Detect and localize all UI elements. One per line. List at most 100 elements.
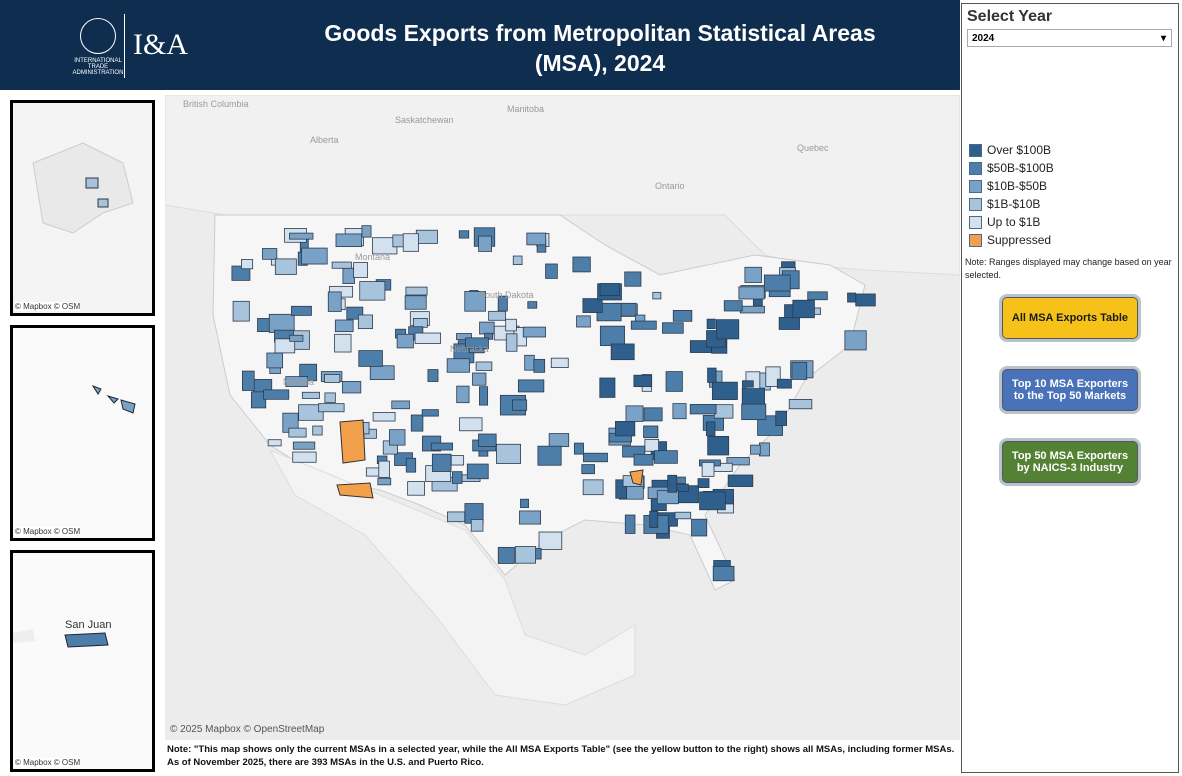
msa-region: [427, 369, 439, 382]
msa-region: [716, 319, 740, 340]
msa-region: [576, 315, 591, 328]
legend-item: $50B-$100B: [969, 159, 1054, 177]
msa-suppressed: [629, 469, 644, 486]
msa-region: [738, 286, 765, 300]
legend-label: $10B-$50B: [987, 179, 1048, 193]
msa-region: [581, 464, 595, 475]
place-label: Nebraska: [450, 344, 489, 354]
msa-region: [712, 565, 735, 582]
legend-swatch: [969, 143, 982, 157]
msa-region: [643, 425, 659, 439]
legend-item: Suppressed: [969, 231, 1054, 249]
puerto-rico-inset: San Juan © Mapbox © OSM: [10, 550, 155, 772]
msa-region: [630, 320, 657, 330]
msa-region: [231, 265, 251, 281]
header: INTERNATIONAL TRADE ADMINISTRATION I&A G…: [0, 0, 960, 90]
msa-region: [512, 255, 523, 266]
msa-region: [548, 433, 570, 448]
msa-region: [582, 452, 608, 463]
year-label: Select Year: [967, 8, 1053, 25]
msa-region: [644, 438, 660, 452]
msa-region: [614, 421, 636, 437]
msa-region: [610, 343, 635, 361]
msa-region: [759, 442, 770, 457]
nav-button[interactable]: Top 50 MSA Exporters by NAICS-3 Industry: [999, 438, 1141, 486]
nav-button[interactable]: All MSA Exports Table: [999, 294, 1141, 342]
msa-region: [431, 453, 452, 472]
msa-region: [361, 225, 372, 238]
msa-region: [672, 403, 687, 420]
legend-note: Note: Ranges displayed may change based …: [965, 257, 1172, 280]
nav-button[interactable]: Top 10 MSA Exporters to the Top 50 Marke…: [999, 366, 1141, 414]
msa-region: [389, 429, 406, 446]
legend-swatch: [969, 179, 982, 193]
msa-region: [705, 421, 716, 436]
msa-region: [274, 258, 297, 275]
legend: Over $100B $50B-$100B $10B-$50B $1B-$10B Up …: [969, 141, 1054, 249]
msa-region: [505, 333, 518, 352]
msa-region: [739, 305, 765, 314]
year-dropdown[interactable]: 2024: [967, 29, 1172, 48]
msa-region: [266, 352, 284, 369]
inset-map: [13, 553, 152, 769]
place-label: South Dakota: [479, 290, 534, 300]
msa-region: [624, 514, 636, 534]
msa-region: [533, 358, 546, 373]
msa-region: [654, 450, 678, 464]
legend-swatch: [969, 233, 982, 247]
legend-item: Over $100B: [969, 141, 1054, 159]
legend-label: $50B-$100B: [987, 161, 1054, 175]
msa-region: [292, 441, 316, 450]
msa-region: [478, 433, 497, 447]
msa-region: [452, 471, 463, 484]
agency-name: INTERNATIONAL TRADE ADMINISTRATION: [72, 58, 124, 76]
legend-item: $1B-$10B: [969, 195, 1054, 213]
msa-region: [377, 477, 392, 486]
msa-region: [301, 391, 320, 399]
msa-region: [268, 313, 295, 333]
inset-map: [13, 103, 152, 313]
msa-region: [267, 439, 282, 447]
title: Goods Exports from Metropolitan Statisti…: [324, 20, 876, 76]
msa-region: [413, 318, 428, 328]
msa-region: [298, 404, 324, 421]
msa-region: [458, 230, 470, 239]
msa-region: [456, 333, 472, 341]
msa-region: [527, 301, 538, 309]
msa-region: [470, 519, 484, 532]
msa-region: [466, 463, 489, 480]
msa-region: [744, 266, 762, 283]
place-label: Saskatchewan: [395, 115, 454, 125]
msa-region: [524, 354, 535, 371]
msa-region: [331, 261, 352, 269]
msa-region: [775, 410, 787, 426]
msa-region: [537, 445, 562, 466]
msa-region: [430, 442, 454, 451]
msa-region: [335, 233, 363, 248]
msa-region: [750, 444, 761, 455]
msa-region: [342, 267, 355, 284]
msa-region: [652, 291, 662, 300]
msa-region: [327, 291, 342, 312]
msa-region: [582, 298, 603, 313]
msa-region: [517, 379, 545, 393]
msa-region: [318, 403, 345, 413]
msa-region: [475, 361, 493, 371]
msa-region: [707, 435, 730, 456]
msa-region: [550, 357, 569, 368]
side-panel: Select Year 2024 Over $100B $50B-$100B $10…: [961, 3, 1179, 773]
msa-region: [285, 376, 308, 387]
hawaii-inset: © Mapbox © OSM: [10, 325, 155, 541]
attribution: © Mapbox © OSM: [15, 758, 81, 767]
attribution: © 2025 Mapbox © OpenStreetMap: [170, 724, 325, 735]
logo-text: I&A: [133, 28, 188, 61]
mexico: [268, 448, 636, 706]
msa-region: [706, 318, 716, 330]
legend-label: Up to $1B: [987, 215, 1041, 229]
msa-region: [765, 366, 781, 387]
msa-region: [672, 310, 693, 322]
msa-region: [788, 399, 813, 410]
msa-region: [792, 299, 815, 319]
place-label: Manitoba: [507, 104, 544, 114]
